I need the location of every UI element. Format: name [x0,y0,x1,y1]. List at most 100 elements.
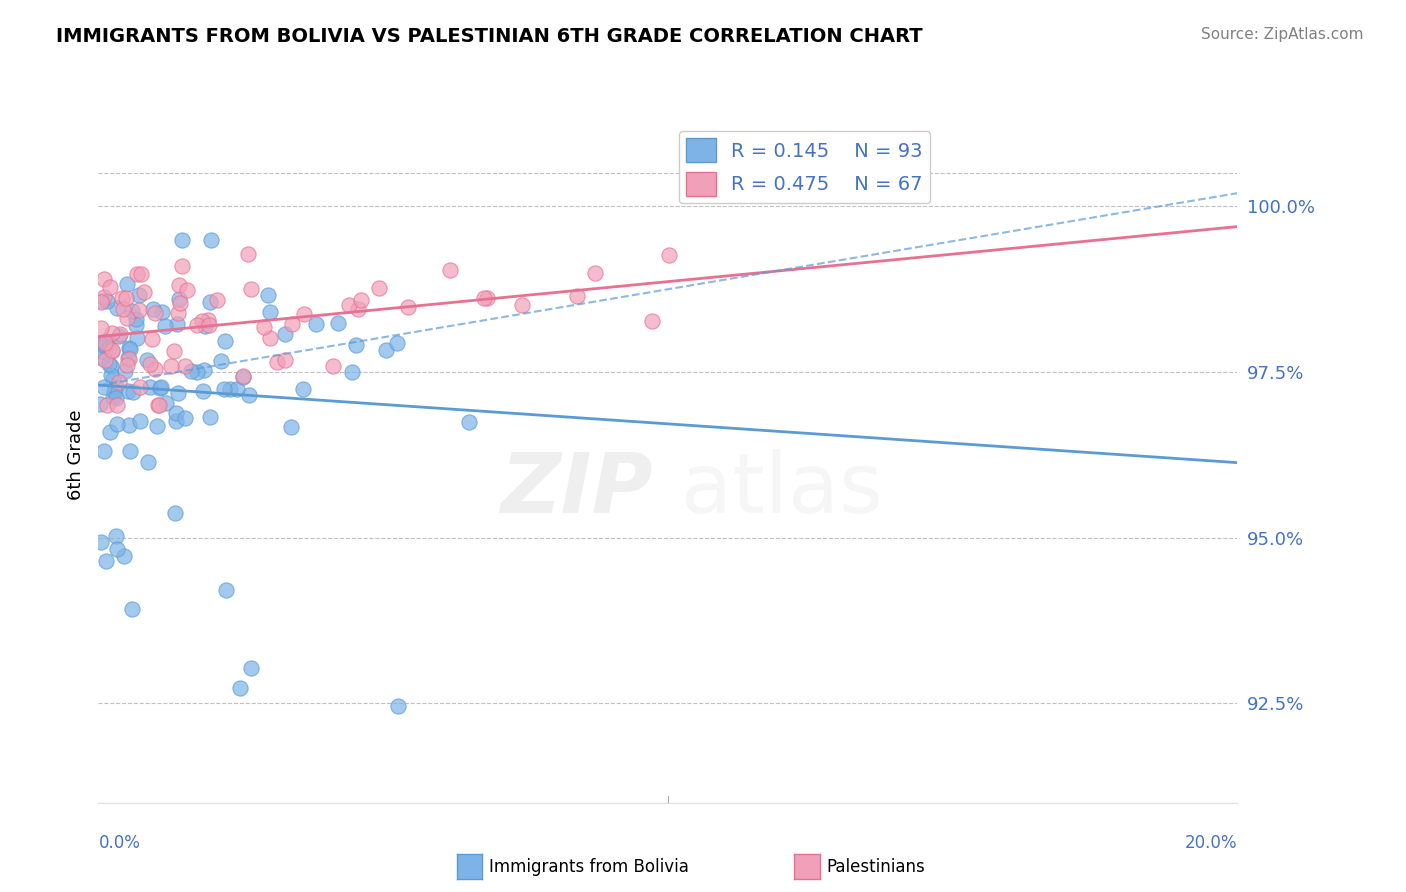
Point [191,314,214,328]
Point [121,304,143,318]
Point [150,304,173,318]
Point [176,284,198,298]
Point [96,398,118,412]
Point [112,549,135,564]
Point [143,362,166,376]
Point [475,291,498,305]
Point [150,380,173,394]
Point [215,582,238,597]
Point [115,277,138,292]
Point [228,681,250,695]
Point [197,313,219,327]
Point [200,233,222,247]
Point [90,534,112,549]
Point [114,364,136,378]
Point [292,307,315,321]
Point [127,331,149,345]
Point [225,382,247,396]
Point [180,364,202,378]
Point [90,321,112,335]
Point [93,444,115,458]
Point [90,295,112,310]
Point [108,328,131,343]
Y-axis label: 6th Grade: 6th Grade [66,409,84,500]
Point [117,358,139,372]
Point [132,285,155,299]
Point [240,660,263,674]
Point [117,384,139,398]
Point [292,382,315,396]
Point [209,353,232,368]
Point [100,368,122,382]
Point [93,272,115,286]
Point [197,318,219,332]
Point [101,371,124,385]
Point [155,319,177,334]
Point [193,384,215,399]
Point [129,414,152,428]
Point [100,359,122,374]
Point [128,288,150,302]
Point [165,414,187,428]
Point [367,281,389,295]
Point [101,390,124,404]
Point [127,267,149,281]
Point [146,398,169,412]
Point [167,293,190,307]
Point [347,301,370,316]
Point [120,342,142,356]
Text: atlas: atlas [681,450,883,530]
Point [186,365,208,379]
Point [174,359,197,373]
Point [238,387,260,401]
Point [166,318,188,332]
Point [107,301,129,315]
Point [103,384,125,398]
Point [105,398,128,412]
Text: 0.0%: 0.0% [98,834,141,852]
Point [236,247,259,261]
Point [350,293,373,308]
Point [131,267,153,281]
Point [89,336,111,351]
Point [239,282,262,296]
Point [266,355,288,369]
Point [165,406,187,420]
Point [387,699,409,714]
Point [105,417,128,431]
Point [93,380,115,394]
Point [118,352,141,367]
Point [104,379,127,393]
Point [281,317,304,331]
Point [146,418,169,433]
Point [165,506,187,520]
Point [170,259,193,273]
Point [342,365,364,379]
Point [207,293,229,307]
Point [344,338,367,352]
Text: Palestinians: Palestinians [827,858,925,876]
Point [457,415,479,429]
Point [139,357,162,371]
Point [141,332,163,346]
Point [194,318,217,333]
Point [94,352,117,367]
Point [163,344,186,359]
Point [142,301,165,316]
Point [198,294,221,309]
Point [232,368,254,383]
Point [170,233,193,247]
Point [125,311,148,326]
Point [115,291,138,305]
Point [155,396,177,410]
Point [214,382,236,396]
Point [322,359,344,373]
Point [337,298,360,312]
Point [198,410,221,425]
Point [439,263,461,277]
Point [143,306,166,320]
Text: IMMIGRANTS FROM BOLIVIA VS PALESTINIAN 6TH GRADE CORRELATION CHART: IMMIGRANTS FROM BOLIVIA VS PALESTINIAN 6… [56,27,922,45]
Point [174,410,197,425]
Point [101,326,124,341]
Point [167,306,190,320]
